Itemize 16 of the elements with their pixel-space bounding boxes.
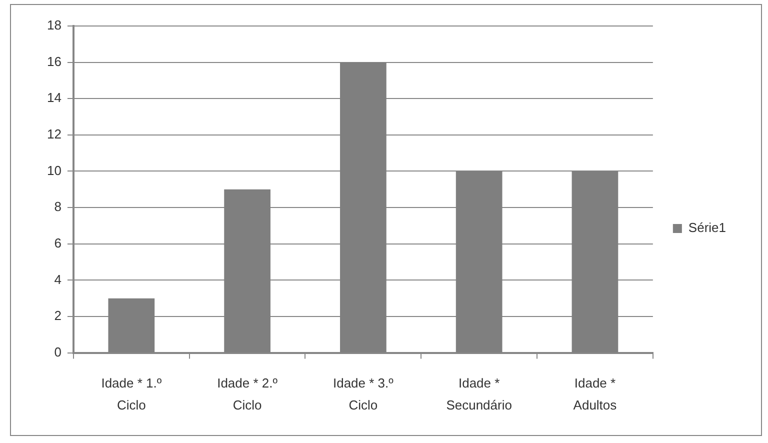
y-tick-label: 16 xyxy=(46,54,62,69)
x-tick-label: Idade * Adultos xyxy=(573,375,618,413)
y-tick-label: 12 xyxy=(46,126,62,142)
y-tick-label: 4 xyxy=(54,272,62,287)
y-tick-label: 0 xyxy=(54,344,62,360)
y-tick-label: 18 xyxy=(46,18,62,33)
x-tick-label: Idade * 2.º Ciclo xyxy=(217,375,278,413)
y-tick-label: 8 xyxy=(54,199,62,214)
x-tick-label: Idade * 3.º Ciclo xyxy=(332,375,394,413)
y-tick-label: 2 xyxy=(54,308,62,324)
x-tick-label: Idade * Secundário xyxy=(446,375,512,413)
y-tick-label: 6 xyxy=(54,235,62,250)
y-tick-label: 10 xyxy=(46,162,62,178)
legend-label: Série1 xyxy=(688,220,726,236)
y-tick-label: 14 xyxy=(46,90,62,106)
x-tick-label: Idade * 1.º Ciclo xyxy=(101,375,162,413)
